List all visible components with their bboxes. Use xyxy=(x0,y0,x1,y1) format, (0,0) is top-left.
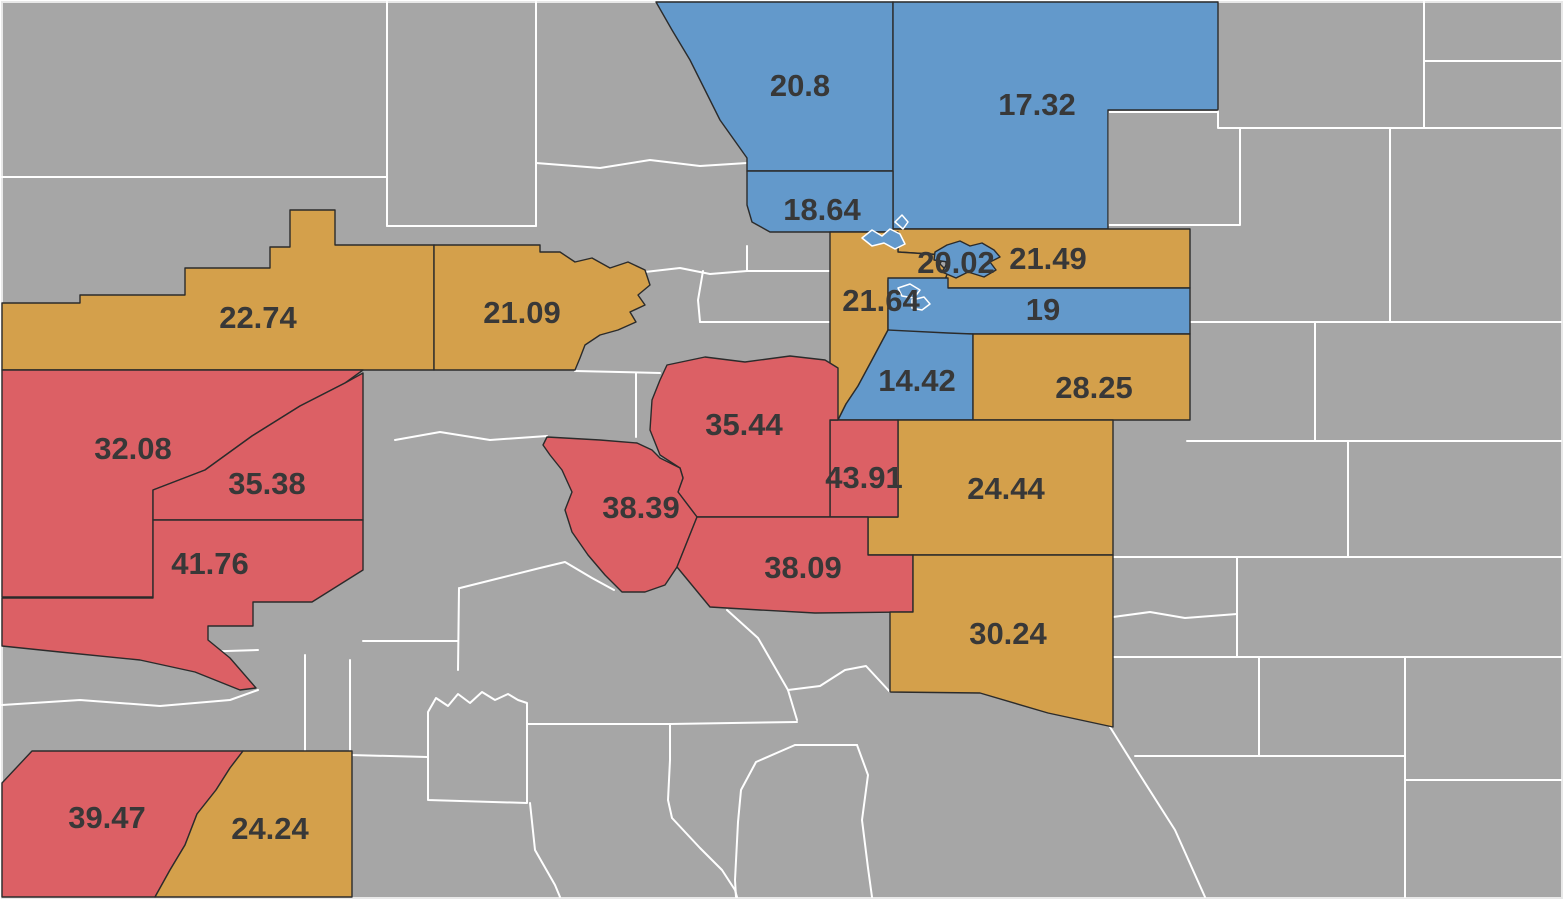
county-boundary-line xyxy=(394,431,548,441)
county-boundary-line xyxy=(574,370,661,374)
county-value-label: 20.02 xyxy=(917,245,995,280)
county-value-label: 17.32 xyxy=(998,87,1076,122)
county-value-label: 19 xyxy=(1026,292,1060,327)
water-body xyxy=(911,296,931,311)
county-value-label: 38.39 xyxy=(602,490,680,525)
county-region-no-data xyxy=(1107,111,1241,226)
county-value-label: 14.42 xyxy=(878,363,956,398)
county-value-label: 30.24 xyxy=(969,616,1047,651)
county-value-label: 21.49 xyxy=(1009,241,1087,276)
county-boundary-line xyxy=(1109,726,1206,898)
county-region-r20 xyxy=(542,436,698,593)
county-value-label: 39.47 xyxy=(68,800,146,835)
county-boundary-line xyxy=(726,609,798,721)
water-body xyxy=(897,283,921,299)
county-boundary-line xyxy=(667,723,738,898)
county-boundary-line xyxy=(459,561,615,591)
county-value-label: 18.64 xyxy=(783,192,861,227)
county-boundary-line xyxy=(697,270,704,323)
county-boundary-line xyxy=(787,665,891,693)
county-value-label: 24.24 xyxy=(231,811,309,846)
county-boundary-line xyxy=(1,689,259,707)
county-value-label: 21.09 xyxy=(483,295,561,330)
water-body xyxy=(894,214,909,230)
county-region-r08 xyxy=(433,244,651,371)
county-region-r04 xyxy=(933,240,1001,279)
county-boundary-line xyxy=(1112,611,1238,619)
county-value-label: 32.08 xyxy=(94,431,172,466)
county-value-label: 28.25 xyxy=(1055,370,1133,405)
county-value-label: 35.44 xyxy=(705,407,783,442)
county-region-r13 xyxy=(889,554,1114,728)
county-boundary-line xyxy=(635,267,748,275)
county-boundary-line xyxy=(529,802,561,898)
county-value-label: 20.8 xyxy=(770,68,830,103)
county-boundary-line xyxy=(734,744,796,898)
county-boundary-line xyxy=(535,159,748,169)
county-value-label: 43.91 xyxy=(825,460,903,495)
water-body xyxy=(861,228,906,250)
county-region-r21 xyxy=(676,516,914,614)
county-boundary-line xyxy=(349,754,428,758)
county-boundary-line xyxy=(427,691,528,804)
county-value-label: 41.76 xyxy=(171,546,249,581)
county-boundary-line xyxy=(856,744,873,898)
county-region-r17 xyxy=(1,519,364,691)
county-value-label: 38.09 xyxy=(764,550,842,585)
county-region-r11 xyxy=(972,333,1191,421)
county-boundary-line xyxy=(457,587,460,671)
county-value-label: 22.74 xyxy=(219,300,297,335)
county-value-label: 24.44 xyxy=(967,471,1045,506)
county-region-r03 xyxy=(746,170,894,233)
county-value-label: 21.64 xyxy=(842,283,920,318)
county-region-r14 xyxy=(154,750,353,898)
county-value-label: 35.38 xyxy=(228,466,306,501)
